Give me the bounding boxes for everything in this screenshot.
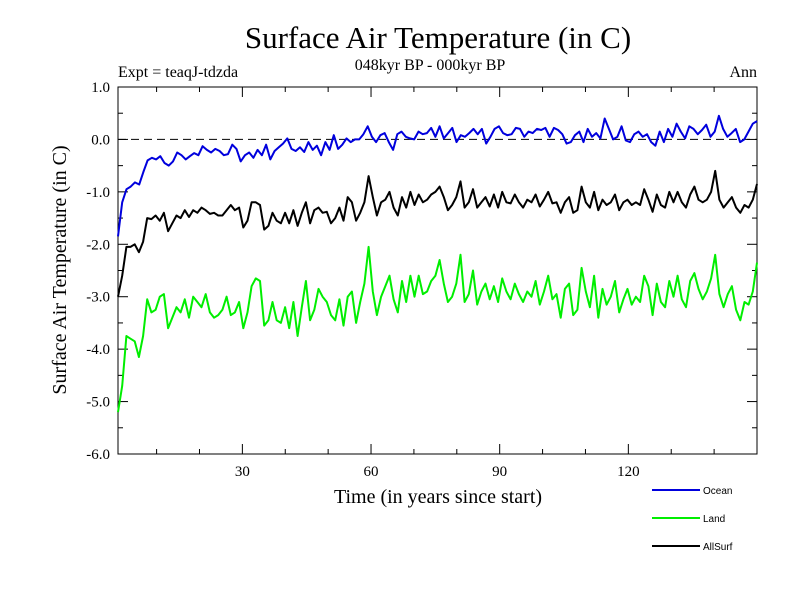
legend-label-land: Land bbox=[703, 514, 725, 525]
y-tick-label: 0.0 bbox=[91, 132, 110, 148]
y-tick-label: 1.0 bbox=[91, 80, 110, 96]
y-tick-label: -3.0 bbox=[86, 290, 110, 306]
series-line-ocean bbox=[117, 114, 758, 237]
legend-label-ocean: Ocean bbox=[703, 486, 732, 497]
series-line-allsurf bbox=[117, 169, 758, 297]
x-tick-label: 90 bbox=[492, 464, 507, 480]
y-tick-label: -6.0 bbox=[86, 447, 110, 463]
legend: Ocean Land AllSurf bbox=[652, 486, 733, 553]
x-axis: 30 60 90 120 bbox=[156, 87, 715, 480]
chart-title: Surface Air Temperature (in C) bbox=[245, 20, 631, 55]
y-tick-label: -5.0 bbox=[86, 395, 110, 411]
y-tick-label: -1.0 bbox=[86, 185, 110, 201]
x-tick-label: 60 bbox=[364, 464, 379, 480]
y-axis: 1.0 0.0 -1.0 -2.0 -3.0 -4.0 -5.0 -6.0 bbox=[86, 80, 757, 463]
series-lines bbox=[117, 114, 758, 413]
x-axis-label: Time (in years since start) bbox=[334, 486, 542, 508]
series-line-land bbox=[117, 245, 758, 413]
x-tick-label: 30 bbox=[235, 464, 250, 480]
period-label: Ann bbox=[729, 64, 757, 81]
y-tick-label: -2.0 bbox=[86, 237, 110, 253]
chart-subtitle: 048kyr BP - 000kyr BP bbox=[355, 57, 506, 74]
legend-label-allsurf: AllSurf bbox=[703, 542, 733, 553]
expt-label: Expt = teaqJ-tdzda bbox=[118, 64, 238, 81]
y-tick-label: -4.0 bbox=[86, 342, 110, 358]
y-axis-label: Surface Air Temperature (in C) bbox=[49, 145, 71, 394]
x-tick-label: 120 bbox=[617, 464, 640, 480]
